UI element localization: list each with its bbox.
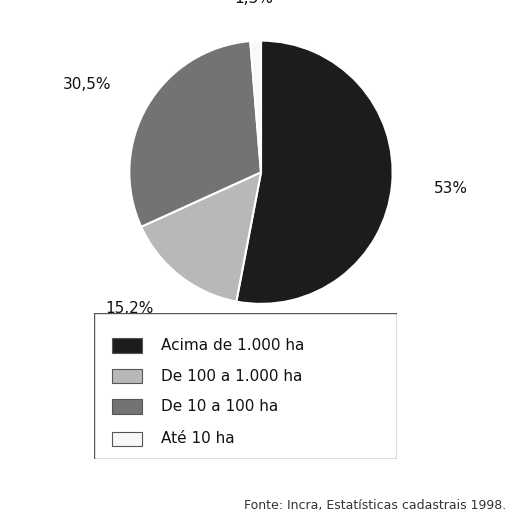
Text: 15,2%: 15,2% [105, 301, 153, 316]
Wedge shape [250, 41, 261, 172]
FancyBboxPatch shape [112, 369, 143, 383]
FancyBboxPatch shape [112, 432, 143, 446]
Text: 1,3%: 1,3% [234, 0, 274, 6]
Text: Fonte: Incra, Estatísticas cadastrais 1998.: Fonte: Incra, Estatísticas cadastrais 19… [244, 499, 506, 512]
FancyBboxPatch shape [94, 313, 397, 459]
FancyBboxPatch shape [112, 399, 143, 414]
Wedge shape [236, 41, 393, 304]
Text: 53%: 53% [434, 181, 468, 196]
Text: De 100 a 1.000 ha: De 100 a 1.000 ha [161, 369, 302, 384]
Text: Até 10 ha: Até 10 ha [161, 431, 234, 446]
Text: Acima de 1.000 ha: Acima de 1.000 ha [161, 338, 304, 353]
Text: 30,5%: 30,5% [63, 77, 111, 92]
Text: De 10 a 100 ha: De 10 a 100 ha [161, 399, 278, 414]
FancyBboxPatch shape [112, 338, 143, 353]
Wedge shape [129, 41, 261, 227]
Wedge shape [141, 172, 261, 302]
